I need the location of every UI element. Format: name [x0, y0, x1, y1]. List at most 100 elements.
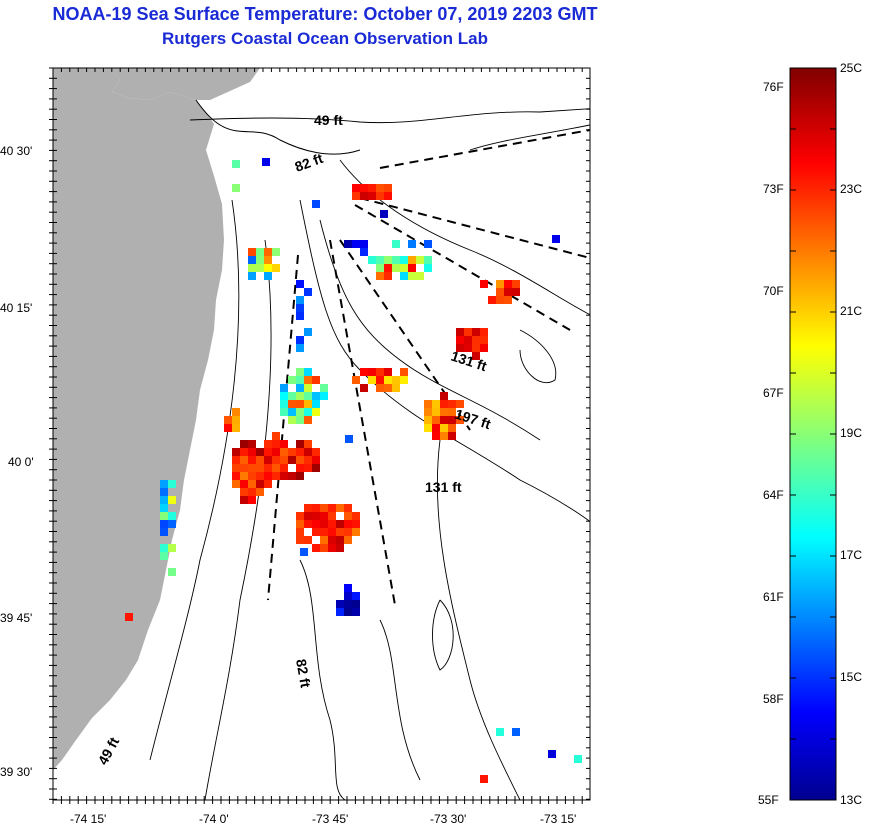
depth-label-197ft: 197 ft	[453, 406, 493, 433]
sst-pixel	[296, 296, 304, 304]
sst-pixel	[408, 256, 416, 264]
sst-pixel	[376, 184, 384, 192]
sst-pixel	[376, 272, 384, 280]
sst-pixel	[288, 456, 296, 464]
sst-pixel	[416, 256, 424, 264]
sst-pixel	[304, 448, 312, 456]
sst-pixel	[256, 264, 264, 272]
cb-f-73: 73F	[763, 182, 784, 196]
sst-pixel	[248, 272, 256, 280]
sst-pixel	[336, 528, 344, 536]
sst-pixel	[408, 240, 416, 248]
sst-pixel	[496, 296, 504, 304]
sst-pixel	[240, 464, 248, 472]
sst-pixel	[312, 504, 320, 512]
sst-pixel	[440, 392, 448, 400]
sst-pixel	[248, 256, 256, 264]
sst-pixel	[480, 344, 488, 352]
sst-pixel	[232, 160, 240, 168]
sst-pixel	[320, 544, 328, 552]
sst-pixel	[384, 368, 392, 376]
sst-pixel	[464, 328, 472, 336]
cb-f-67: 67F	[763, 386, 784, 400]
sst-pixel	[296, 520, 304, 528]
sst-pixel	[300, 548, 308, 556]
sst-pixel	[392, 376, 400, 384]
cb-c-23: 23C	[840, 182, 863, 196]
sst-pixel	[304, 400, 312, 408]
sst-pixel	[304, 288, 312, 296]
sst-pixel	[312, 512, 320, 520]
sst-pixel	[280, 408, 288, 416]
sst-pixel	[368, 184, 376, 192]
sst-pixel	[296, 440, 304, 448]
sst-pixel	[296, 512, 304, 520]
sst-pixel	[256, 488, 264, 496]
sst-pixel	[376, 376, 384, 384]
sst-pixel	[272, 456, 280, 464]
sst-pixel	[360, 384, 368, 392]
sst-pixel	[296, 464, 304, 472]
sst-pixel	[384, 184, 392, 192]
sst-pixel	[312, 200, 320, 208]
sst-pixel	[376, 368, 384, 376]
cb-f-61: 61F	[763, 590, 784, 604]
sst-pixel	[248, 440, 256, 448]
sst-pixel	[352, 592, 360, 600]
sst-pixel	[456, 328, 464, 336]
sst-pixel	[496, 280, 504, 288]
sst-pixel	[264, 456, 272, 464]
sst-pixel	[320, 384, 328, 392]
shoreline-contour	[195, 99, 361, 155]
sst-pixel	[288, 448, 296, 456]
sst-pixel	[272, 472, 280, 480]
sst-pixel	[312, 456, 320, 464]
lon-label-2: -74 0'	[199, 812, 229, 826]
sst-pixel	[368, 368, 376, 376]
depth-label-82ft-south: 82 ft	[293, 658, 314, 689]
sst-pixel	[248, 488, 256, 496]
sst-pixel	[336, 608, 344, 616]
sst-pixel	[312, 392, 320, 400]
sst-pixel	[384, 376, 392, 384]
sst-pixel	[320, 512, 328, 520]
sst-pixels	[125, 158, 582, 783]
sst-pixel	[304, 416, 312, 424]
sst-pixel	[232, 464, 240, 472]
sst-pixel	[248, 248, 256, 256]
sst-pixel	[256, 248, 264, 256]
sst-pixel	[336, 600, 344, 608]
sst-pixel	[344, 608, 352, 616]
sst-pixel	[360, 184, 368, 192]
cb-c-21: 21C	[840, 304, 863, 318]
sst-pixel	[256, 472, 264, 480]
sst-pixel	[392, 264, 400, 272]
sst-pixel	[232, 416, 240, 424]
sst-pixel	[384, 384, 392, 392]
sst-pixel	[456, 400, 464, 408]
sst-pixel	[464, 344, 472, 352]
depth-contours	[149, 108, 590, 800]
sst-pixel	[352, 528, 360, 536]
sst-pixel	[400, 272, 408, 280]
sst-pixel	[224, 416, 232, 424]
sst-pixel	[160, 496, 168, 504]
sst-pixel	[416, 272, 424, 280]
sst-pixel	[432, 400, 440, 408]
sst-pixel	[248, 264, 256, 272]
sst-pixel	[232, 456, 240, 464]
sst-pixel	[264, 256, 272, 264]
sst-pixel	[272, 448, 280, 456]
sst-pixel	[432, 416, 440, 424]
sst-pixel	[352, 240, 360, 248]
sst-pixel	[328, 544, 336, 552]
sst-pixel	[328, 504, 336, 512]
sst-pixel	[168, 480, 176, 488]
sst-pixel	[280, 392, 288, 400]
sst-pixel	[392, 256, 400, 264]
sst-pixel	[360, 248, 368, 256]
sst-pixel	[125, 613, 133, 621]
sst-pixel	[376, 264, 384, 272]
sst-pixel	[352, 600, 360, 608]
sst-pixel	[344, 592, 352, 600]
